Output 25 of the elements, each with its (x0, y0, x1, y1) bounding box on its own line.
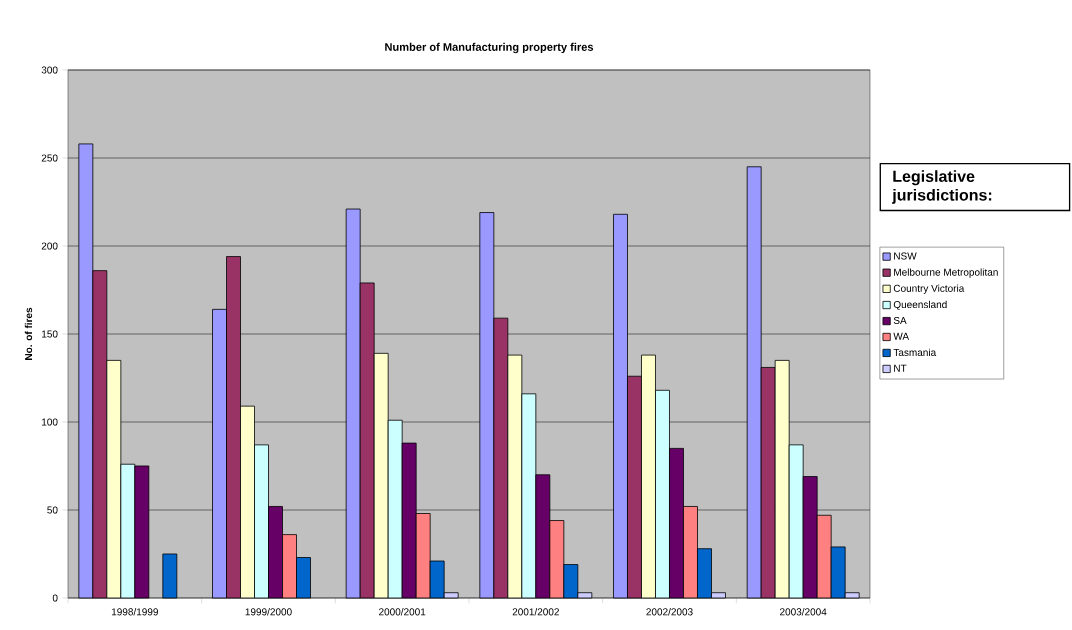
legend-label: NT (894, 364, 907, 372)
chart-title: Number of Manufacturing property fires (385, 42, 594, 54)
y-tick-label: 100 (42, 418, 58, 426)
legend-label: Melbourne Metropolitan (894, 268, 998, 278)
y-axis-title: No. of fires (24, 307, 33, 360)
x-tick-label: 2002/2003 (646, 608, 693, 616)
y-tick-label: 150 (42, 330, 58, 338)
legend-title: Legislative jurisdictions: (892, 170, 992, 204)
legend-label: Queensland (893, 300, 947, 310)
x-tick-label: 2003/2004 (780, 608, 827, 616)
y-tick-label: 200 (41, 242, 58, 250)
y-tick-label: 250 (41, 154, 58, 162)
legend-label: SA (893, 316, 907, 325)
y-tick-label: 0 (52, 594, 58, 602)
legend-label: Tasmania (893, 348, 937, 356)
y-tick-label: 50 (47, 506, 58, 514)
x-tick-label: 2000/2001 (379, 608, 426, 616)
legend-label: WA (893, 332, 910, 340)
x-tick-label: 1998/1999 (111, 608, 158, 616)
bar (162, 553, 178, 599)
x-tick-label: 2001/2002 (512, 608, 559, 616)
y-tick-label: 300 (41, 66, 58, 74)
legend-label: Country Victoria (893, 284, 965, 294)
legend-label: NSW (894, 252, 917, 260)
x-tick-label: 1999/2000 (245, 608, 292, 616)
